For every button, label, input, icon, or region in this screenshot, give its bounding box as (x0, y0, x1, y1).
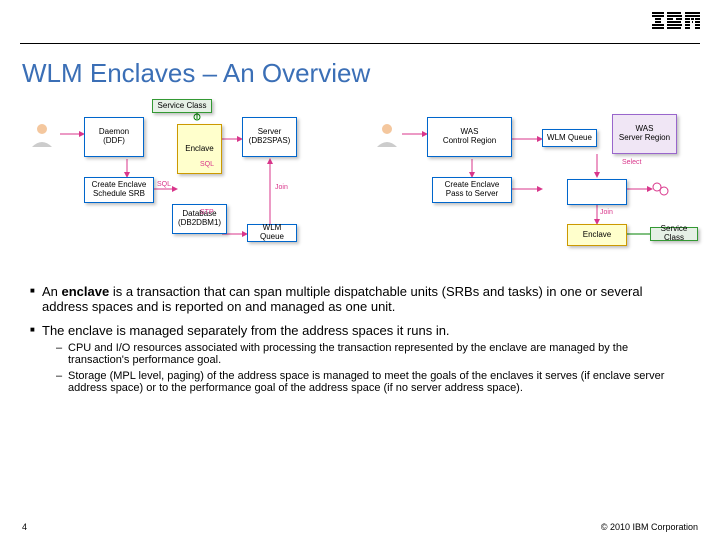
edge-join: Join (275, 184, 288, 191)
user-icon-2 (372, 119, 402, 149)
edge-stp: STP (200, 209, 214, 216)
secondary-box (567, 179, 627, 205)
sub-1: CPU and I/O resources associated with pr… (56, 342, 690, 366)
service-class-label: Service Class (158, 102, 207, 111)
server-box: Server(DB2SPAS) (242, 117, 297, 157)
bullet-1: An enclave is a transaction that can spa… (30, 284, 690, 314)
edge-sql1: SQL (157, 181, 171, 188)
copyright: © 2010 IBM Corporation (601, 522, 698, 532)
was-server-box: WASServer Region (612, 114, 677, 154)
page-number: 4 (22, 522, 27, 532)
service-class-box-r: Service Class (650, 227, 698, 241)
b1-post: is a transaction that can span multiple … (42, 284, 643, 314)
service-class-r-label: Service Class (653, 225, 695, 243)
was-control-label: WASControl Region (443, 128, 496, 146)
wlm-queue-box-r: WLM Queue (542, 129, 597, 147)
create-enclave-box-r: Create EnclavePass to Server (432, 177, 512, 203)
daemon-box: Daemon(DDF) (84, 117, 144, 157)
footer: 4 © 2010 IBM Corporation (22, 522, 698, 532)
b1-bold: enclave (62, 284, 110, 299)
sub-list: CPU and I/O resources associated with pr… (56, 342, 690, 394)
enclave-label: Enclave (185, 145, 213, 154)
create-enclave-r-label: Create EnclavePass to Server (445, 181, 500, 199)
b2-text: The enclave is managed separately from t… (42, 323, 450, 338)
header (20, 0, 700, 44)
ibm-logo (652, 12, 700, 35)
enclave-r-label: Enclave (583, 231, 611, 240)
edge-select: Select (622, 159, 641, 166)
create-enclave-box: Create EnclaveSchedule SRB (84, 177, 154, 203)
was-control-box: WASControl Region (427, 117, 512, 157)
server-label: Server(DB2SPAS) (249, 128, 291, 146)
create-enclave-label: Create EnclaveSchedule SRB (92, 181, 147, 199)
bullet-list: An enclave is a transaction that can spa… (30, 284, 690, 394)
edge-join-r: Join (600, 209, 613, 216)
enclave-box-r: Enclave (567, 224, 627, 246)
user-icon (27, 119, 57, 149)
diagram: Daemon(DDF) Create EnclaveSchedule SRB S… (22, 99, 698, 274)
sub-2: Storage (MPL level, paging) of the addre… (56, 370, 690, 394)
wlm-queue-r-label: WLM Queue (547, 134, 592, 143)
wlm-queue-box: WLM Queue (247, 224, 297, 242)
daemon-label: Daemon(DDF) (99, 128, 129, 146)
was-server-label: WASServer Region (619, 125, 670, 143)
wlm-label: WLM Queue (250, 224, 294, 242)
bullet-2: The enclave is managed separately from t… (30, 323, 690, 394)
service-class-box: Service Class (152, 99, 212, 113)
edge-sql2: SQL (200, 161, 214, 168)
b1-pre: An (42, 284, 62, 299)
page-title: WLM Enclaves – An Overview (22, 58, 698, 89)
